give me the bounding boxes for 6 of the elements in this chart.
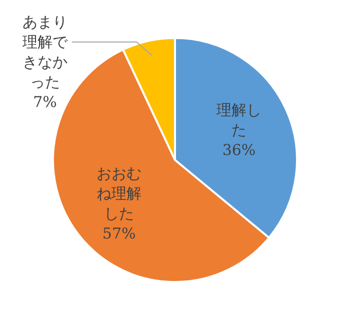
slice-label: おおむね理解した	[96, 164, 142, 222]
slice-label: あまり理解できなかった	[22, 13, 68, 91]
data-label: 57%	[102, 224, 136, 242]
data-label: 7%	[33, 93, 57, 111]
slice-label: 理解した	[216, 100, 262, 139]
data-label: 36%	[222, 140, 256, 159]
